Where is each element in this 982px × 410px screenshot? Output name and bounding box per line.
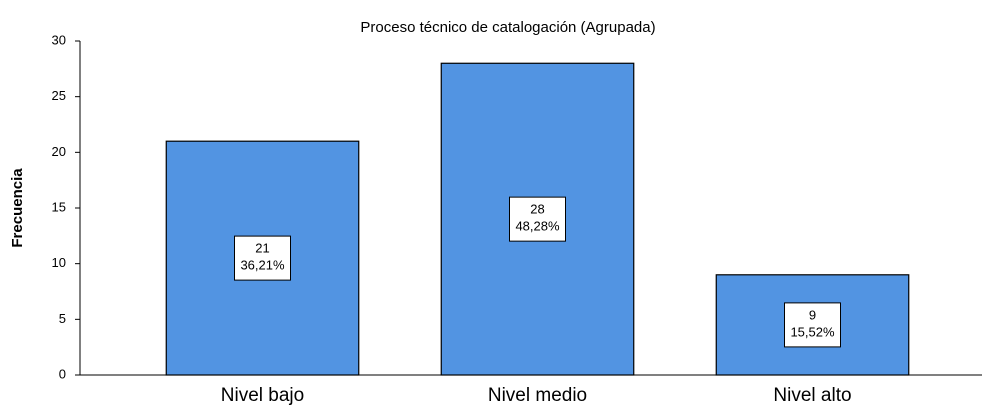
data-label-box <box>784 302 841 348</box>
x-tick-label: Nivel alto <box>773 385 851 406</box>
y-axis-label: Frecuencia <box>9 168 26 248</box>
x-tick-label: Nivel medio <box>488 385 587 406</box>
percentage-label: 15,52% <box>790 324 835 339</box>
data-label: 21 <box>255 241 269 256</box>
percentage-label: 48,28% <box>515 219 560 234</box>
chart-title: Proceso técnico de catalogación (Agrupad… <box>360 19 655 36</box>
y-tick-label: 15 <box>52 199 66 214</box>
data-label: 9 <box>809 307 816 322</box>
data-label: 28 <box>530 202 544 217</box>
data-label-box <box>509 196 566 242</box>
bar <box>165 140 360 376</box>
y-tick-label: 10 <box>52 255 66 270</box>
data-label-box <box>234 235 291 281</box>
percentage-label: 36,21% <box>240 258 285 273</box>
y-tick-label: 0 <box>59 366 66 381</box>
y-tick-label: 25 <box>52 88 66 103</box>
y-tick-label: 5 <box>59 311 66 326</box>
y-tick-label: 30 <box>52 32 66 47</box>
y-tick-label: 20 <box>52 144 66 159</box>
x-tick-label: Nivel bajo <box>221 385 304 406</box>
bar <box>715 274 910 376</box>
